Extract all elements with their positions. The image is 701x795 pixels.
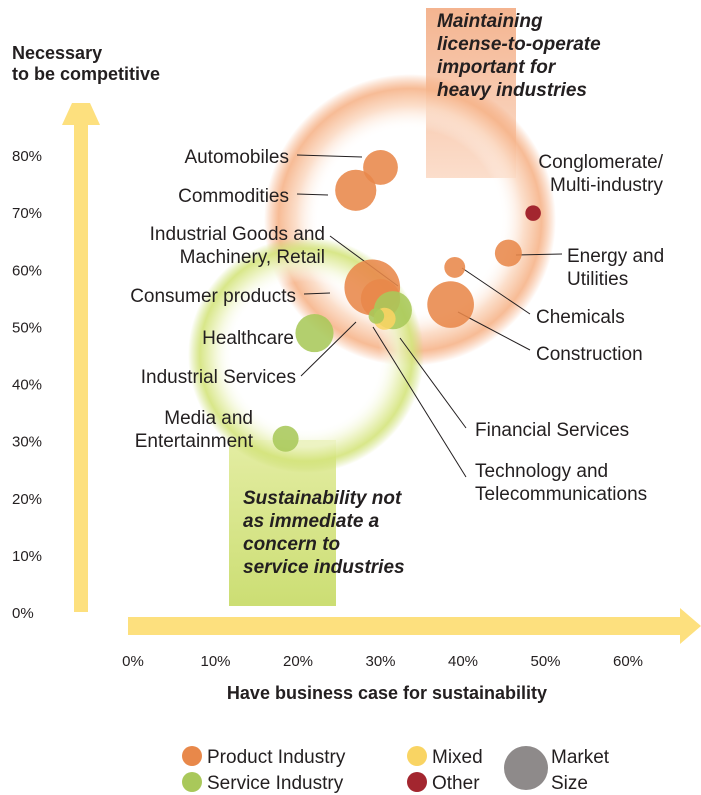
x-tick-label: 20% [283, 653, 313, 670]
bubble-label: Industrial Services [141, 367, 296, 388]
y-tick-label: 80% [12, 148, 42, 165]
bubble-automobiles [363, 150, 398, 185]
annotation-text: as immediate a [243, 511, 380, 532]
y-axis-title-line-2: to be competitive [12, 64, 160, 84]
bubble-construction [427, 281, 474, 328]
legend-swatch-mixed [407, 746, 427, 766]
legend-label: Product Industry [207, 747, 346, 768]
legend-swatch-other [407, 772, 427, 792]
legend-label: Other [432, 773, 480, 794]
bubble-label: Energy and [567, 246, 664, 267]
leader-line [372, 326, 467, 478]
annotation-text: important for [437, 57, 557, 78]
annotation-text: service industries [243, 557, 405, 578]
y-tick-label: 40% [12, 377, 42, 394]
y-axis-arrow [62, 103, 100, 612]
legend-swatch-service [182, 772, 202, 792]
bubble-label: Media and [164, 408, 253, 429]
annotation-text: Maintaining [437, 11, 543, 32]
y-tick-labels: 0% 10% 20% 30% 40% 50% 60% 70% 80% [12, 148, 42, 622]
x-tick-labels: 0% 10% 20% 30% 40% 50% 60% [122, 653, 643, 670]
y-tick-label: 50% [12, 319, 42, 336]
bubble-label: Entertainment [135, 431, 254, 452]
bubble-label: Chemicals [536, 307, 625, 328]
x-tick-label: 0% [122, 653, 144, 670]
x-tick-label: 30% [365, 653, 395, 670]
bubble-healthcare [295, 314, 334, 353]
bubble-label: Commodities [178, 186, 289, 207]
bubble-media-and-entertainment [272, 425, 299, 452]
legend: Product Industry Mixed Market Size Service I… [182, 746, 610, 794]
legend-label: Mixed [432, 747, 483, 768]
x-tick-label: 40% [448, 653, 478, 670]
leader-line [300, 321, 357, 377]
bubbles [272, 150, 541, 452]
legend-swatch-market-size [504, 746, 548, 790]
leader-line [399, 337, 467, 429]
legend-label: Size [551, 773, 588, 794]
annotation-text: concern to [243, 534, 340, 555]
bubble-label: Technology and [475, 461, 608, 482]
annotation-text: heavy industries [437, 80, 587, 101]
y-tick-label: 10% [12, 548, 42, 565]
annotation-text: license-to-operate [437, 34, 601, 55]
leader-line [461, 267, 531, 315]
annotation-text: Sustainability not [243, 488, 402, 509]
bubble-label: Telecommunications [475, 484, 647, 505]
bubble-industrial-services [368, 308, 385, 324]
leader-line [515, 253, 563, 256]
bubble-commodities [335, 169, 377, 211]
bubble-label: Consumer products [130, 286, 296, 307]
bubble-label: Automobiles [184, 147, 289, 168]
bubble-energy-and-utilities [494, 239, 522, 267]
y-axis-title-line-1: Necessary [12, 43, 102, 63]
x-tick-label: 60% [613, 653, 643, 670]
bubble-labels: Automobiles Commodities Conglomerate/Multi… [130, 147, 664, 505]
y-tick-label: 70% [12, 205, 42, 222]
bubble-label: Financial Services [475, 420, 629, 441]
x-axis-arrow [128, 608, 701, 644]
bubble-conglomerate-multi-industry [525, 205, 541, 221]
bubble-label: Healthcare [202, 328, 294, 349]
leader-line [296, 193, 329, 196]
legend-label: Market [551, 747, 610, 768]
bubble-label: Industrial Goods and [150, 224, 325, 245]
legend-label: Service Industry [207, 773, 344, 794]
bubble-label: Construction [536, 344, 643, 365]
x-axis-title: Have business case for sustainability [227, 683, 547, 703]
bubble-label: Conglomerate/ [538, 152, 663, 173]
bubble-label: Utilities [567, 269, 628, 290]
x-tick-label: 10% [200, 653, 230, 670]
y-tick-label: 30% [12, 434, 42, 451]
x-tick-label: 50% [530, 653, 560, 670]
y-tick-label: 0% [12, 605, 34, 622]
bubble-label: Machinery, Retail [180, 247, 325, 268]
bubble-label: Multi-industry [550, 175, 663, 196]
y-tick-label: 20% [12, 491, 42, 508]
leader-line [457, 311, 531, 351]
leader-line [303, 292, 331, 295]
bubble-chemicals [444, 256, 466, 278]
leader-line [296, 154, 363, 158]
legend-swatch-product [182, 746, 202, 766]
y-tick-label: 60% [12, 262, 42, 279]
